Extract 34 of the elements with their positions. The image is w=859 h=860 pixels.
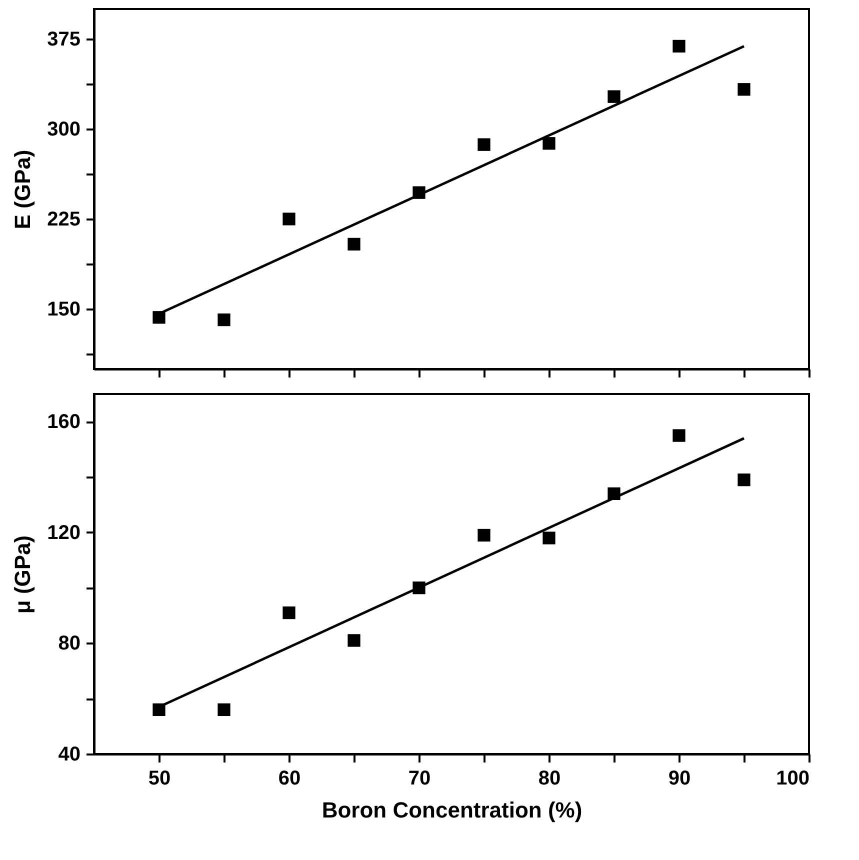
x-tick-label: 60	[278, 768, 301, 790]
point	[738, 83, 750, 96]
point	[542, 532, 556, 544]
y-axis-title: E (GPa)	[10, 150, 36, 230]
point	[152, 311, 166, 324]
point	[152, 703, 166, 716]
y-tick-label: 120	[47, 522, 80, 544]
point	[478, 138, 490, 151]
y-axis-title: μ (GPa)	[10, 535, 36, 614]
point	[348, 238, 360, 251]
x-tick-label: 90	[668, 768, 691, 790]
point	[218, 313, 230, 326]
x-tick-label: 100	[776, 768, 810, 790]
point	[282, 606, 296, 620]
point	[282, 212, 296, 226]
x-axis-title: Boron Concentration (%)	[322, 798, 582, 822]
y-tick-label: 150	[47, 298, 80, 320]
x-tick-label: 80	[538, 768, 561, 790]
y-tick-label: 300	[47, 118, 80, 140]
point	[478, 528, 490, 542]
y-tick-label: 375	[47, 28, 80, 50]
y-tick-label: 40	[58, 744, 80, 766]
point	[542, 137, 556, 150]
point	[218, 703, 230, 716]
x-tick-label: 50	[148, 768, 171, 790]
point	[672, 429, 686, 442]
y-tick-label: 80	[58, 632, 80, 655]
y-tick-label: 160	[47, 411, 80, 434]
point	[608, 90, 620, 103]
point	[348, 634, 360, 647]
point	[672, 40, 686, 53]
point	[738, 474, 750, 486]
y-tick-label: 225	[47, 208, 80, 230]
x-tick-label: 70	[408, 768, 431, 790]
